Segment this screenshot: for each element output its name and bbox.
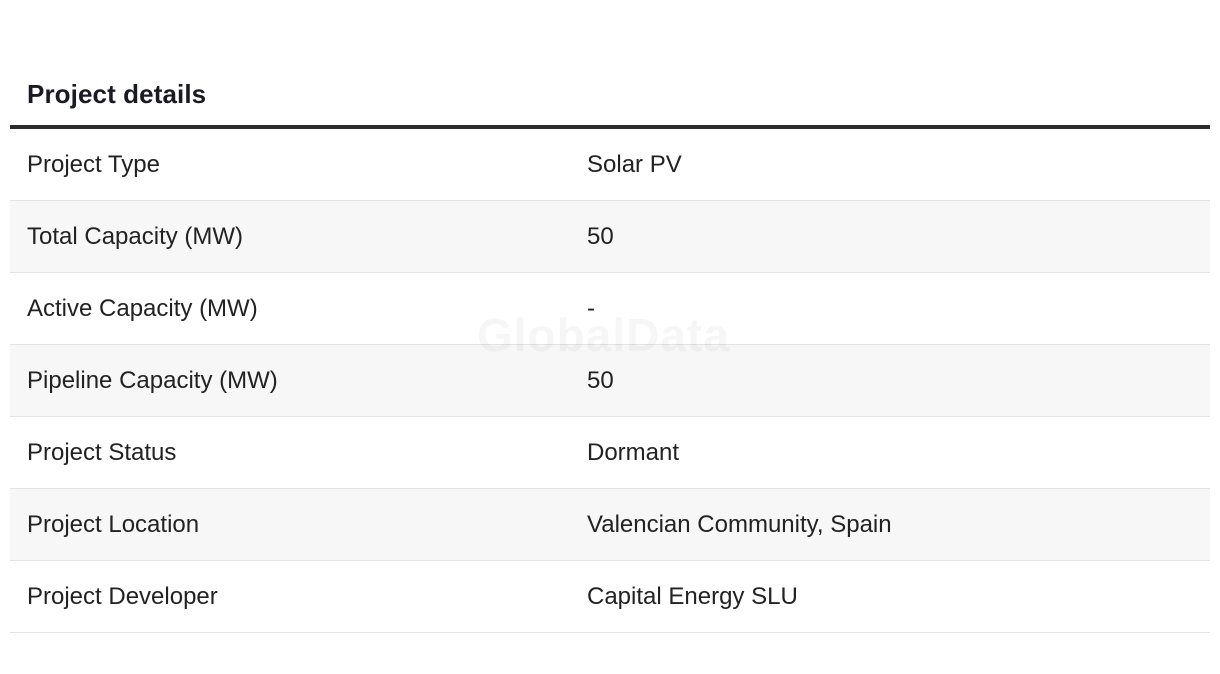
row-value: Dormant [587, 438, 680, 466]
project-details-table: Project Type Solar PV Total Capacity (MW… [10, 129, 1210, 633]
row-value: Solar PV [587, 150, 682, 178]
project-details-section: Project details Project Type Solar PV To… [10, 0, 1210, 633]
row-label: Pipeline Capacity (MW) [27, 366, 278, 394]
row-label: Total Capacity (MW) [27, 222, 244, 250]
table-row-project-developer: Project Developer Capital Energy SLU [10, 561, 1210, 633]
row-label: Project Type [27, 150, 160, 178]
row-label: Project Status [27, 438, 177, 466]
table-row-project-status: Project Status Dormant [10, 417, 1210, 489]
table-row-active-capacity: Active Capacity (MW) - [10, 273, 1210, 345]
row-value: - [587, 294, 595, 322]
section-title: Project details [27, 79, 207, 109]
table-row-pipeline-capacity: Pipeline Capacity (MW) 50 [10, 345, 1210, 417]
table-row-project-location: Project Location Valencian Community, Sp… [10, 489, 1210, 561]
row-value: 50 [587, 222, 614, 250]
row-value: Capital Energy SLU [587, 582, 798, 610]
row-label: Project Developer [27, 582, 218, 610]
row-value: 50 [587, 366, 614, 394]
header-divider [10, 125, 1210, 129]
row-label: Project Location [27, 510, 200, 538]
row-value: Valencian Community, Spain [587, 510, 892, 538]
table-row-project-type: Project Type Solar PV [10, 129, 1210, 201]
row-label: Active Capacity (MW) [27, 294, 258, 322]
table-row-total-capacity: Total Capacity (MW) 50 [10, 201, 1210, 273]
